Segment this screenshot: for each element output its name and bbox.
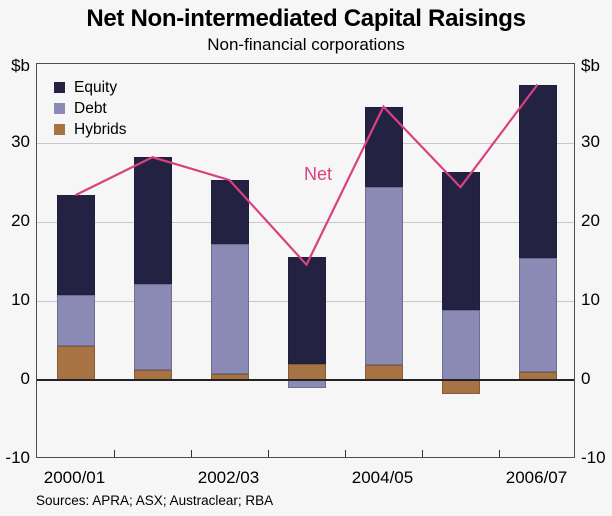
- x-axis-label-2004-05: 2004/05: [351, 468, 414, 487]
- bar-segment-equity-2003/04: [287, 256, 326, 365]
- debt-swatch-icon: [54, 103, 65, 114]
- y-tick-label-left: 0: [20, 369, 30, 388]
- bar-segment-debt-2001/02: [133, 283, 172, 370]
- y-tick-label-left: 30: [11, 132, 30, 151]
- bar-segment-debt-2005/06: [441, 309, 480, 380]
- hybrids-swatch-icon: [54, 124, 65, 135]
- bar-segment-debt-2006/07: [518, 257, 557, 373]
- y-tick-label-left: 20: [11, 211, 30, 230]
- y-tick-label-right: 20: [581, 211, 600, 230]
- net-line: [75, 83, 539, 267]
- y-tick-label-right: -10: [581, 448, 606, 467]
- zero-baseline: [37, 379, 574, 381]
- y-tick-label-left: -10: [5, 448, 30, 467]
- chart-subtitle: Non-financial corporations: [207, 35, 405, 54]
- legend-label: Equity: [74, 78, 118, 96]
- y-tick-label-left: 10: [11, 290, 30, 309]
- y-tick-label-right: 0: [581, 369, 591, 388]
- x-axis-tick-mark: [114, 450, 115, 457]
- legend-label: Hybrids: [74, 120, 127, 138]
- x-axis-label-2006-07: 2006/07: [505, 468, 568, 487]
- y-tick-label-right: 10: [581, 290, 600, 309]
- sources-note: Sources: APRA; ASX; Austraclear; RBA: [36, 493, 274, 508]
- x-axis-label-2000-01: 2000/01: [43, 468, 106, 487]
- legend-label: Debt: [74, 99, 107, 117]
- x-axis-label-2002-03: 2002/03: [197, 468, 260, 487]
- x-axis-tick-mark: [191, 450, 192, 457]
- gridline: [37, 143, 574, 144]
- bar-segment-equity-2002/03: [210, 180, 249, 245]
- x-axis-tick-mark: [499, 450, 500, 457]
- bar-segment-equity-2000/01: [56, 195, 95, 296]
- legend-item-debt: Debt: [54, 98, 127, 119]
- bar-segment-equity-2005/06: [441, 172, 480, 310]
- y-tick-label-right: 30: [581, 132, 600, 151]
- equity-swatch-icon: [54, 82, 65, 93]
- legend-item-equity: Equity: [54, 77, 127, 98]
- bar-segment-equity-2001/02: [133, 157, 172, 284]
- y-axis-unit-right: $b: [581, 56, 600, 75]
- gridline: [37, 222, 574, 223]
- bar-segment-debt-2002/03: [210, 244, 249, 375]
- plot-area: Equity Debt Hybrids Net: [36, 63, 575, 458]
- net-line-label: Net: [304, 164, 333, 184]
- bar-segment-debt-2004/05: [364, 187, 403, 365]
- x-axis-tick-mark: [422, 450, 423, 457]
- legend-item-hybrids: Hybrids: [54, 119, 127, 140]
- chart-title: Net Non-intermediated Capital Raisings: [86, 5, 526, 32]
- x-axis-tick-mark: [345, 450, 346, 457]
- x-axis-tick-mark: [268, 450, 269, 457]
- bar-segment-equity-2006/07: [518, 84, 557, 258]
- y-axis-unit-left: $b: [11, 56, 30, 75]
- legend: Equity Debt Hybrids: [54, 77, 127, 140]
- bar-segment-debt-2000/01: [56, 295, 95, 347]
